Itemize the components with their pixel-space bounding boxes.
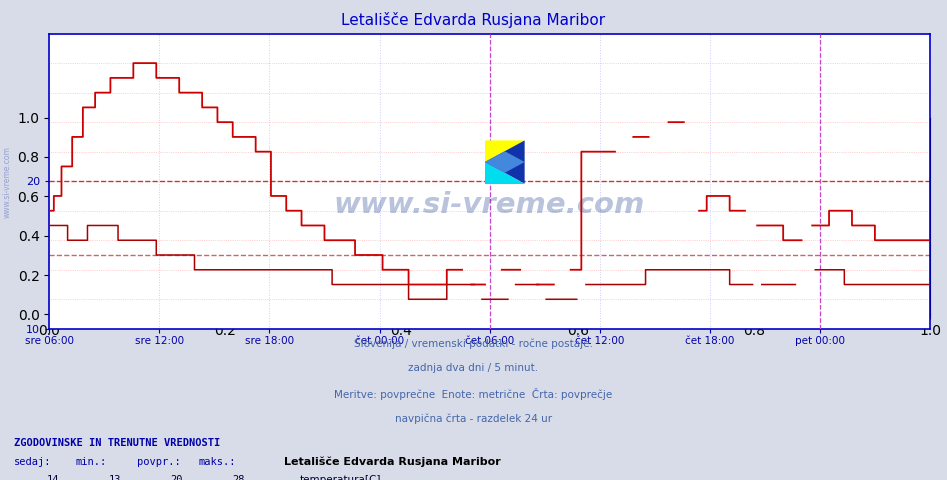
Polygon shape	[485, 151, 525, 173]
Text: 20: 20	[170, 475, 183, 480]
Text: min.:: min.:	[76, 457, 107, 467]
Text: Letališče Edvarda Rusjana Maribor: Letališče Edvarda Rusjana Maribor	[342, 12, 605, 28]
Text: www.si-vreme.com: www.si-vreme.com	[334, 191, 645, 219]
Text: navpična črta - razdelek 24 ur: navpična črta - razdelek 24 ur	[395, 413, 552, 424]
Text: ZGODOVINSKE IN TRENUTNE VREDNOSTI: ZGODOVINSKE IN TRENUTNE VREDNOSTI	[14, 438, 221, 448]
Text: temperatura[C]: temperatura[C]	[299, 475, 381, 480]
Text: Slovenija / vremenski podatki - ročne postaje.: Slovenija / vremenski podatki - ročne po…	[354, 338, 593, 349]
Text: povpr.:: povpr.:	[137, 457, 181, 467]
Text: www.si-vreme.com: www.si-vreme.com	[3, 146, 12, 218]
Text: zadnja dva dni / 5 minut.: zadnja dva dni / 5 minut.	[408, 363, 539, 373]
Text: 13: 13	[109, 475, 121, 480]
Polygon shape	[485, 141, 525, 162]
Text: Meritve: povprečne  Enote: metrične  Črta: povprečje: Meritve: povprečne Enote: metrične Črta:…	[334, 388, 613, 400]
Text: Letališče Edvarda Rusjana Maribor: Letališče Edvarda Rusjana Maribor	[284, 457, 501, 468]
Text: maks.:: maks.:	[199, 457, 237, 467]
Text: 28: 28	[232, 475, 244, 480]
Polygon shape	[485, 141, 525, 184]
Text: sedaj:: sedaj:	[14, 457, 52, 467]
Polygon shape	[485, 162, 525, 184]
Text: 14: 14	[47, 475, 60, 480]
